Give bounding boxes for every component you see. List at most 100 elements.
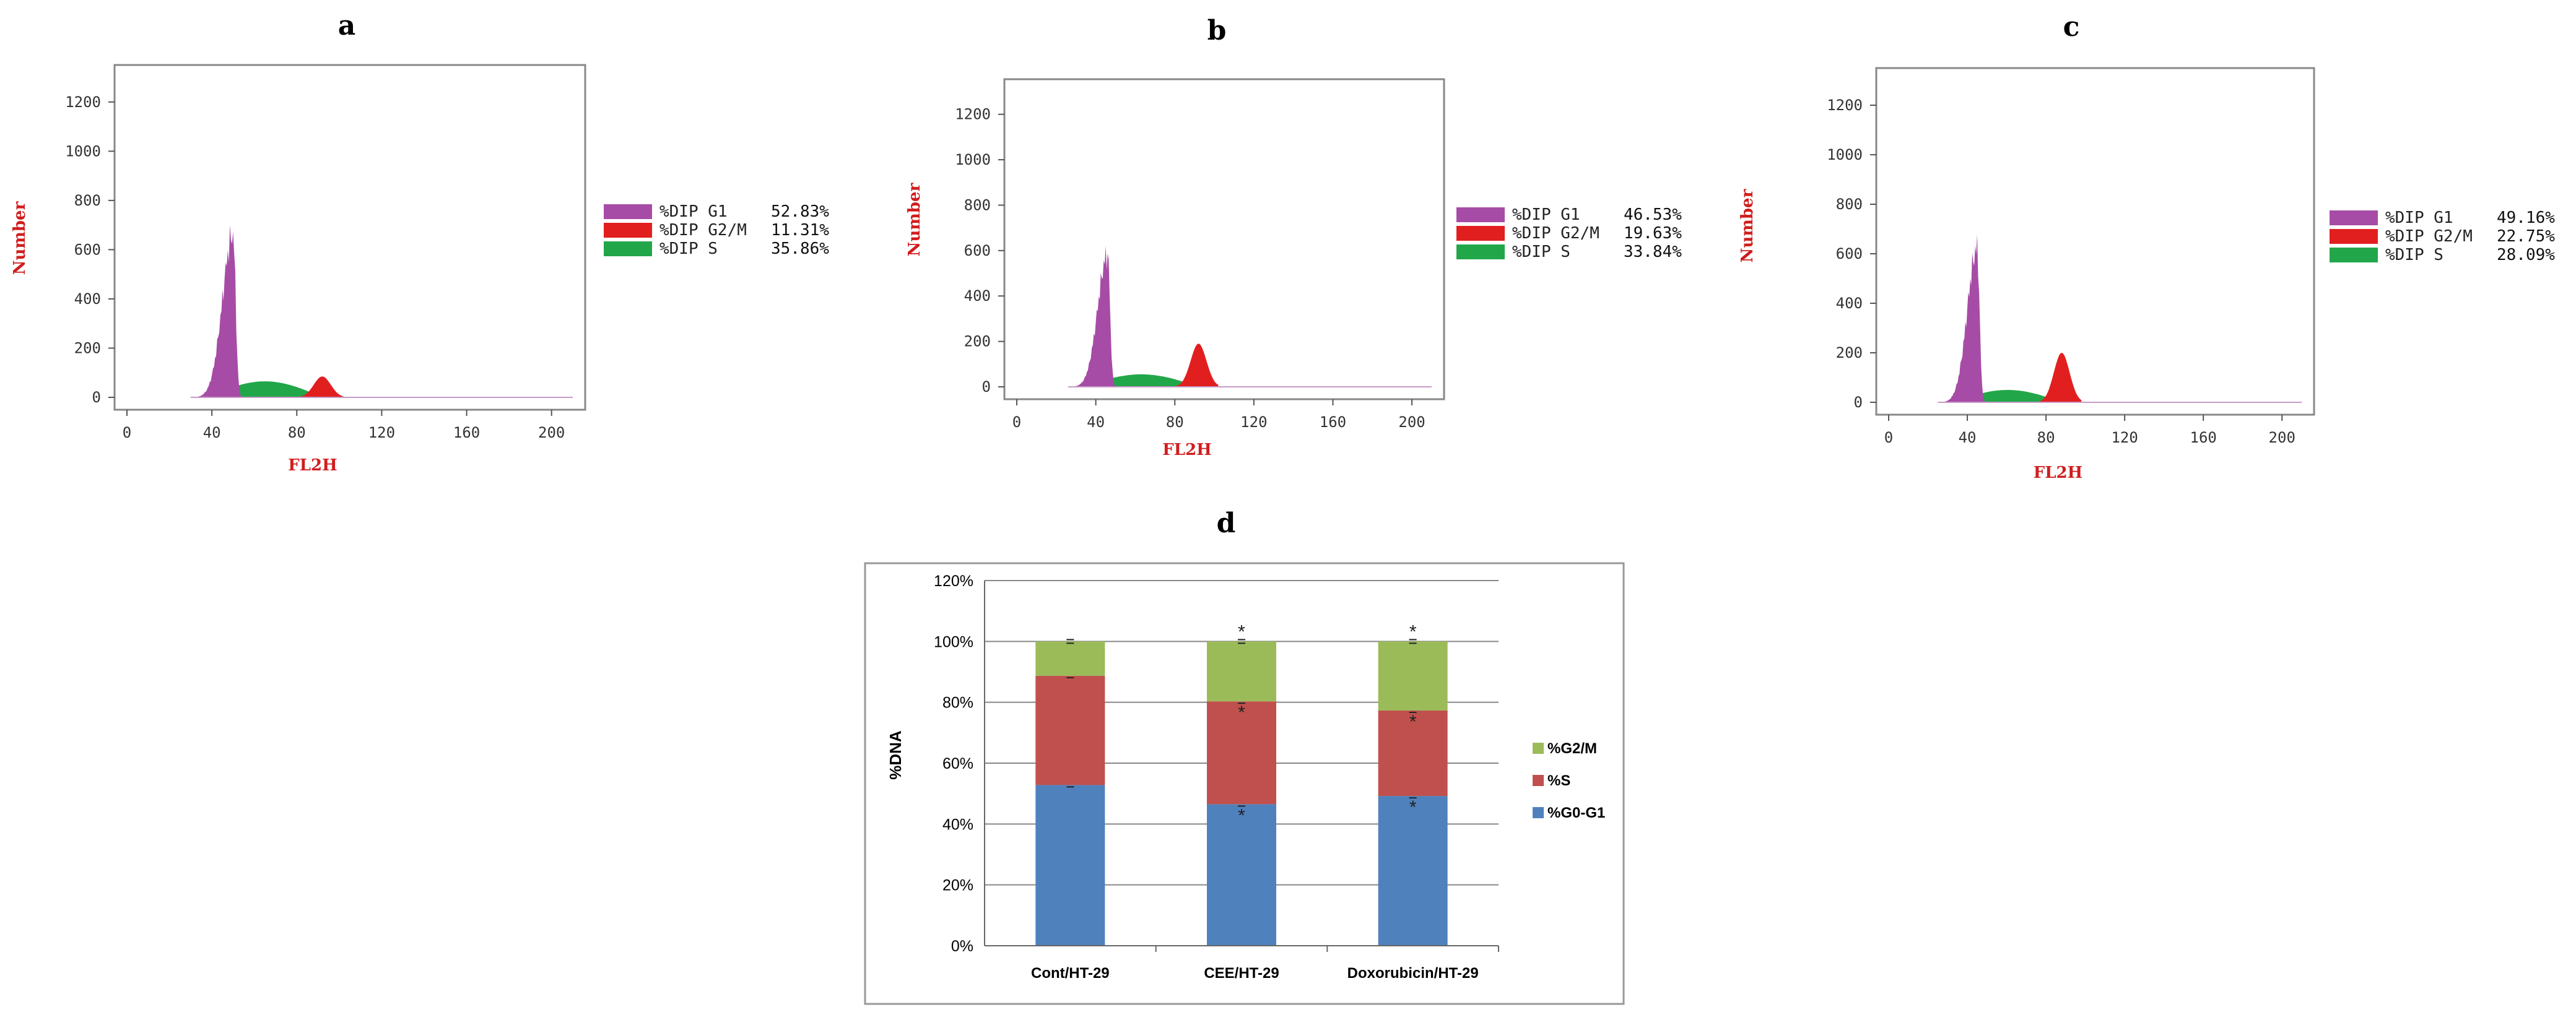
y-tick-label: 1200 <box>1827 97 1863 114</box>
x-tick-label: 0 <box>1012 413 1021 431</box>
legend-label: %DIP S <box>1512 243 1570 261</box>
g1-peak <box>194 225 242 397</box>
legend-label: %DIP G2/M <box>1512 224 1599 243</box>
bar-segment <box>1207 701 1276 805</box>
legend-label: %DIP G1 <box>1512 205 1580 224</box>
legend-swatch <box>1533 775 1544 786</box>
y-tick-label: 200 <box>74 339 101 357</box>
bar-segment <box>1378 796 1448 946</box>
y-tick-label: 1000 <box>1827 146 1863 163</box>
x-tick-label: 200 <box>2269 429 2295 446</box>
y-tick-label: 100% <box>934 633 973 650</box>
y-tick-label: 0% <box>951 938 973 955</box>
bar-segment <box>1035 785 1105 946</box>
y-tick-label: 1200 <box>65 93 101 111</box>
y-axis-label: %DNA <box>886 730 905 780</box>
legend-label: %DIP G2/M <box>659 221 747 240</box>
x-tick-label: 40 <box>1959 429 1977 446</box>
legend-label: %DIP G1 <box>2385 209 2453 227</box>
legend-swatch <box>604 204 652 219</box>
legend-value: 11.31% <box>771 221 829 240</box>
y-tick-label: 400 <box>74 290 101 308</box>
significance-star: * <box>1409 712 1417 732</box>
y-tick-label: 200 <box>964 333 991 350</box>
legend-label: %DIP S <box>2385 246 2443 264</box>
significance-star: * <box>1238 702 1245 723</box>
legend-value: 33.84% <box>1624 243 1682 261</box>
bar-segment <box>1035 675 1105 785</box>
plot-frame <box>113 64 586 411</box>
legend-label: %G2/M <box>1547 740 1597 757</box>
x-axis-label: FL2H <box>2034 464 2082 482</box>
panel-letter-d: d <box>1217 508 1236 539</box>
x-tick-label: 40 <box>1087 413 1105 431</box>
legend-value: 19.63% <box>1624 224 1682 243</box>
g2m-peak <box>1175 344 1219 387</box>
x-tick-label: 120 <box>368 424 395 441</box>
x-tick-label: 200 <box>538 424 565 441</box>
histogram-panel-b: 0 200 400 600 800 1000 1200 0 40 80 120 160 200 FL2H N… <box>905 78 1682 459</box>
legend-swatch <box>1456 207 1505 222</box>
legend-value: 49.16% <box>2497 209 2555 227</box>
y-tick-label: 120% <box>934 573 973 590</box>
y-tick-label: 40% <box>942 816 973 833</box>
y-tick-label: 800 <box>1836 196 1863 213</box>
legend-label: %S <box>1547 772 1570 789</box>
y-tick-label: 1200 <box>955 106 991 123</box>
category-label: CEE/HT-29 <box>1204 965 1279 982</box>
significance-star: * <box>1238 621 1245 642</box>
legend-swatch <box>1533 743 1544 754</box>
y-axis-label: Number <box>1738 189 1757 262</box>
y-tick-label: 0 <box>92 389 101 406</box>
legend-swatch <box>2330 210 2378 225</box>
panel-letter-b: b <box>1208 15 1227 46</box>
x-tick-label: 0 <box>1884 429 1893 446</box>
significance-star: * <box>1409 797 1417 818</box>
significance-star: * <box>1409 621 1417 642</box>
y-tick-label: 600 <box>74 241 101 258</box>
legend-swatch <box>604 223 652 238</box>
legend-swatch <box>604 241 652 256</box>
g2m-peak <box>297 376 344 397</box>
y-tick-label: 60% <box>942 755 973 772</box>
y-tick-label: 80% <box>942 694 973 712</box>
x-tick-label: 80 <box>1166 413 1184 431</box>
legend-label: %DIP S <box>659 240 718 258</box>
legend-swatch <box>2330 248 2378 262</box>
plot-frame <box>1875 67 2315 416</box>
y-tick-label: 400 <box>1836 295 1863 312</box>
histogram-panel-a: 0 200 400 600 800 1000 1200 0 40 80 120 160 200 FL2H N… <box>11 64 829 475</box>
y-tick-label: 600 <box>964 242 991 259</box>
stacked-bar-panel-d: 0% 20% 40% 60% 80% 100% 120% %DNA Cont/HT-29 * * * C… <box>864 562 1625 1005</box>
x-axis-label: FL2H <box>288 456 337 475</box>
y-tick-label: 600 <box>1836 245 1863 262</box>
legend-swatch <box>2330 229 2378 244</box>
legend-label: %DIP G1 <box>659 202 728 221</box>
x-axis-label: FL2H <box>1162 441 1211 459</box>
legend-swatch <box>1533 807 1544 818</box>
bar-segment <box>1035 641 1105 676</box>
g1-peak <box>1941 234 1985 402</box>
y-tick-label: 800 <box>74 192 101 209</box>
legend-label: %G0-G1 <box>1547 805 1605 821</box>
y-axis-label: Number <box>905 183 924 256</box>
panel-letter-c: c <box>2063 11 2080 43</box>
x-tick-label: 120 <box>1240 413 1267 431</box>
x-tick-label: 120 <box>2111 429 2138 446</box>
x-tick-label: 80 <box>2037 429 2055 446</box>
x-tick-label: 160 <box>2190 429 2217 446</box>
bar-segment <box>1378 710 1448 797</box>
significance-star: * <box>1238 805 1245 826</box>
g2m-peak <box>2038 353 2082 402</box>
x-tick-label: 200 <box>1398 413 1425 431</box>
legend-value: 22.75% <box>2497 227 2555 246</box>
y-tick-label: 0 <box>982 378 991 395</box>
panel-letter-a: a <box>338 10 356 41</box>
histogram-panel-c: 0 200 400 600 800 1000 1200 0 40 80 120 160 200 FL2H N… <box>1738 67 2555 482</box>
bar-segment <box>1207 804 1276 946</box>
y-tick-label: 800 <box>964 196 991 214</box>
y-axis-label: Number <box>11 201 29 275</box>
x-tick-label: 160 <box>453 424 480 441</box>
category-label: Doxorubicin/HT-29 <box>1347 965 1479 982</box>
